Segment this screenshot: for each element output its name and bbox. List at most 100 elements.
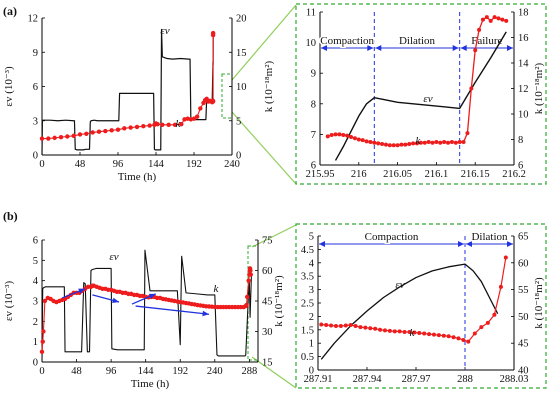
- connector-b-bottom: [251, 356, 297, 389]
- permeability-line: [42, 33, 214, 140]
- trend-arrowhead: [148, 293, 156, 299]
- permeability-point: [380, 141, 385, 146]
- permeability-point: [415, 141, 419, 146]
- permeability-point: [39, 349, 45, 355]
- y-tick-label: 9: [311, 69, 316, 80]
- x-tick-label: 0: [39, 366, 44, 377]
- permeability-point: [65, 134, 70, 139]
- strain-line: [334, 31, 507, 161]
- trend-arrowhead: [78, 288, 86, 294]
- permeability-point: [392, 329, 397, 334]
- permeability-point: [427, 332, 432, 337]
- y2-tick-label: 0: [236, 151, 241, 162]
- permeability-point: [46, 136, 51, 141]
- permeability-point: [466, 339, 471, 344]
- y-tick-label: 3: [33, 116, 38, 127]
- x-tick-label: 216: [351, 169, 367, 180]
- permeability-point: [387, 328, 392, 333]
- permeability-point: [324, 322, 329, 327]
- permeability-point: [480, 17, 485, 22]
- y-tick-label: 2: [33, 317, 38, 328]
- permeability-point: [77, 132, 83, 137]
- permeability-point: [422, 331, 427, 336]
- trend-arrowhead: [112, 297, 120, 303]
- permeability-point: [353, 324, 358, 329]
- strain-series-label: εv: [423, 93, 432, 105]
- permeability-point: [141, 124, 146, 129]
- strain-line: [41, 249, 253, 363]
- permeability-point: [477, 27, 482, 32]
- permeability-point: [245, 294, 250, 300]
- permeability-point: [341, 133, 346, 138]
- x-tick-label: 288: [457, 374, 473, 385]
- permeability-point: [194, 114, 200, 119]
- y2-tick-label: 50: [518, 312, 529, 323]
- x-tick-label: 216.05: [383, 169, 412, 180]
- permeability-point: [358, 325, 363, 330]
- permeability-point: [39, 136, 45, 141]
- permeability-point: [376, 141, 381, 146]
- x-axis-label: Time (h): [131, 378, 170, 390]
- permeability-point: [418, 140, 423, 145]
- x-tick-label: 288: [241, 366, 257, 377]
- phase-label: Dilation: [399, 35, 436, 47]
- permeability-point: [364, 139, 369, 144]
- zoom-box: [295, 223, 547, 389]
- permeability-point: [387, 143, 392, 148]
- permeability-point: [382, 328, 387, 333]
- permeability-point: [337, 132, 342, 137]
- permeability-point: [407, 141, 412, 146]
- y-tick-label: 4: [33, 276, 39, 287]
- permeability-point: [399, 142, 404, 147]
- y2-tick-label: 30: [262, 327, 273, 338]
- phase-label: Dilation: [471, 231, 508, 243]
- y2-tick-label: 16: [518, 33, 529, 44]
- y-tick-label: 0: [33, 358, 38, 369]
- permeability-point: [210, 98, 216, 104]
- permeability-point: [397, 329, 402, 334]
- permeability-point: [325, 134, 330, 139]
- permeability-point: [172, 122, 178, 128]
- permeability-point: [115, 127, 121, 132]
- y-axis-label: εv (10⁻³): [3, 66, 15, 107]
- y2-tick-label: 8: [518, 135, 523, 146]
- permeability-point: [461, 337, 466, 342]
- x-tick-label: 216.15: [461, 169, 490, 180]
- permeability-point: [372, 140, 377, 145]
- y-tick-label: 3.5: [301, 272, 314, 283]
- phase-arrowhead-right: [507, 241, 513, 248]
- phase-arrowhead-left: [321, 44, 327, 51]
- permeability-point: [500, 17, 505, 22]
- permeability-point: [411, 141, 416, 146]
- y-tick-label: 10: [306, 38, 317, 49]
- permeability-point: [417, 331, 422, 336]
- permeability-point: [338, 324, 343, 329]
- permeability-point: [360, 138, 365, 143]
- chart-b-zoom: 287.91 287.94 287.97 288 288.03 0 0.5 1 1.5 2 2.5 3…: [295, 223, 547, 389]
- y-tick-label: 4: [309, 258, 315, 269]
- y2-tick-label: 5: [236, 116, 241, 127]
- permeability-point: [498, 284, 503, 289]
- y2-tick-label: 6: [518, 161, 523, 172]
- permeability-point: [155, 121, 160, 127]
- permeability-point: [407, 329, 412, 334]
- permeability-point: [329, 133, 334, 138]
- permeability-point: [426, 140, 431, 145]
- permeability-point: [356, 137, 361, 142]
- strain-series-label: εv: [109, 251, 118, 263]
- panel-a-label: (a): [3, 4, 17, 18]
- permeability-point: [134, 124, 140, 130]
- panel-b-label: (b): [3, 209, 18, 223]
- permeability-point: [453, 140, 458, 145]
- permeability-point: [446, 140, 451, 145]
- y-tick-label: 9: [33, 48, 38, 59]
- permeability-point: [84, 131, 89, 136]
- permeability-point: [368, 140, 373, 145]
- permeability-point: [436, 333, 441, 338]
- phase-label: Compaction: [320, 35, 374, 47]
- permeability-series-label: k: [410, 327, 416, 339]
- permeability-point: [473, 48, 478, 53]
- y-tick-label: 8: [311, 99, 316, 110]
